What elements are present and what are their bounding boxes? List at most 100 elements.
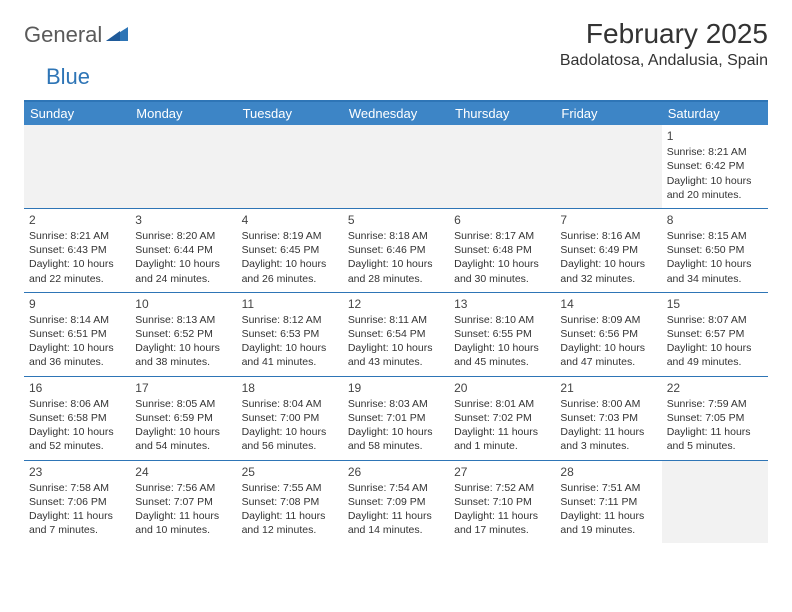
sunset-text: Sunset: 6:46 PM <box>348 243 444 257</box>
sunset-text: Sunset: 6:55 PM <box>454 327 550 341</box>
sunset-text: Sunset: 7:07 PM <box>135 495 231 509</box>
day-number: 8 <box>667 212 763 228</box>
calendar-day-cell: 14Sunrise: 8:09 AMSunset: 6:56 PMDayligh… <box>555 292 661 376</box>
sunrise-text: Sunrise: 8:06 AM <box>29 397 125 411</box>
sunrise-text: Sunrise: 8:12 AM <box>242 313 338 327</box>
sunrise-text: Sunrise: 8:13 AM <box>135 313 231 327</box>
calendar-week-row: 2Sunrise: 8:21 AMSunset: 6:43 PMDaylight… <box>24 208 768 292</box>
day-number: 5 <box>348 212 444 228</box>
weekday-header: Monday <box>130 102 236 125</box>
sunrise-text: Sunrise: 7:54 AM <box>348 481 444 495</box>
sunset-text: Sunset: 7:01 PM <box>348 411 444 425</box>
calendar-day-cell: 13Sunrise: 8:10 AMSunset: 6:55 PMDayligh… <box>449 292 555 376</box>
day-number: 2 <box>29 212 125 228</box>
sunset-text: Sunset: 6:52 PM <box>135 327 231 341</box>
day-number: 10 <box>135 296 231 312</box>
daylight-text: Daylight: 10 hours and 45 minutes. <box>454 341 550 369</box>
daylight-text: Daylight: 10 hours and 22 minutes. <box>29 257 125 285</box>
sunset-text: Sunset: 6:53 PM <box>242 327 338 341</box>
sunrise-text: Sunrise: 7:56 AM <box>135 481 231 495</box>
day-number: 20 <box>454 380 550 396</box>
page-header: General February 2025 Badolatosa, Andalu… <box>24 18 768 70</box>
calendar-day-cell: 11Sunrise: 8:12 AMSunset: 6:53 PMDayligh… <box>237 292 343 376</box>
sunset-text: Sunset: 6:44 PM <box>135 243 231 257</box>
sunset-text: Sunset: 6:48 PM <box>454 243 550 257</box>
sunset-text: Sunset: 7:02 PM <box>454 411 550 425</box>
calendar-day-cell: 6Sunrise: 8:17 AMSunset: 6:48 PMDaylight… <box>449 208 555 292</box>
calendar-week-row: 16Sunrise: 8:06 AMSunset: 6:58 PMDayligh… <box>24 376 768 460</box>
daylight-text: Daylight: 10 hours and 32 minutes. <box>560 257 656 285</box>
calendar-day-cell: 20Sunrise: 8:01 AMSunset: 7:02 PMDayligh… <box>449 376 555 460</box>
daylight-text: Daylight: 10 hours and 30 minutes. <box>454 257 550 285</box>
calendar-day-cell: 18Sunrise: 8:04 AMSunset: 7:00 PMDayligh… <box>237 376 343 460</box>
daylight-text: Daylight: 11 hours and 7 minutes. <box>29 509 125 537</box>
sunrise-text: Sunrise: 7:58 AM <box>29 481 125 495</box>
calendar-day-cell: 2Sunrise: 8:21 AMSunset: 6:43 PMDaylight… <box>24 208 130 292</box>
day-number: 1 <box>667 128 763 144</box>
calendar-empty-cell <box>555 125 661 208</box>
logo: General <box>24 22 130 48</box>
sunset-text: Sunset: 6:58 PM <box>29 411 125 425</box>
sunset-text: Sunset: 7:00 PM <box>242 411 338 425</box>
month-title: February 2025 <box>560 18 768 50</box>
sunrise-text: Sunrise: 8:21 AM <box>667 145 763 159</box>
weekday-header: Sunday <box>24 102 130 125</box>
daylight-text: Daylight: 10 hours and 26 minutes. <box>242 257 338 285</box>
day-number: 28 <box>560 464 656 480</box>
calendar-day-cell: 22Sunrise: 7:59 AMSunset: 7:05 PMDayligh… <box>662 376 768 460</box>
sunrise-text: Sunrise: 8:11 AM <box>348 313 444 327</box>
sunrise-text: Sunrise: 8:09 AM <box>560 313 656 327</box>
daylight-text: Daylight: 10 hours and 41 minutes. <box>242 341 338 369</box>
sunrise-text: Sunrise: 8:17 AM <box>454 229 550 243</box>
calendar-day-cell: 19Sunrise: 8:03 AMSunset: 7:01 PMDayligh… <box>343 376 449 460</box>
daylight-text: Daylight: 10 hours and 28 minutes. <box>348 257 444 285</box>
daylight-text: Daylight: 10 hours and 24 minutes. <box>135 257 231 285</box>
calendar-head: SundayMondayTuesdayWednesdayThursdayFrid… <box>24 102 768 125</box>
sunset-text: Sunset: 7:03 PM <box>560 411 656 425</box>
sunset-text: Sunset: 7:06 PM <box>29 495 125 509</box>
calendar-week-row: 23Sunrise: 7:58 AMSunset: 7:06 PMDayligh… <box>24 460 768 543</box>
day-number: 7 <box>560 212 656 228</box>
calendar-day-cell: 24Sunrise: 7:56 AMSunset: 7:07 PMDayligh… <box>130 460 236 543</box>
day-number: 26 <box>348 464 444 480</box>
calendar-day-cell: 21Sunrise: 8:00 AMSunset: 7:03 PMDayligh… <box>555 376 661 460</box>
sunset-text: Sunset: 7:09 PM <box>348 495 444 509</box>
sunrise-text: Sunrise: 8:19 AM <box>242 229 338 243</box>
day-number: 13 <box>454 296 550 312</box>
day-number: 11 <box>242 296 338 312</box>
sunset-text: Sunset: 6:50 PM <box>667 243 763 257</box>
logo-text-general: General <box>24 22 102 48</box>
sunrise-text: Sunrise: 7:51 AM <box>560 481 656 495</box>
day-number: 22 <box>667 380 763 396</box>
sunrise-text: Sunrise: 7:52 AM <box>454 481 550 495</box>
daylight-text: Daylight: 10 hours and 47 minutes. <box>560 341 656 369</box>
daylight-text: Daylight: 11 hours and 12 minutes. <box>242 509 338 537</box>
calendar-day-cell: 3Sunrise: 8:20 AMSunset: 6:44 PMDaylight… <box>130 208 236 292</box>
sunset-text: Sunset: 6:45 PM <box>242 243 338 257</box>
sunrise-text: Sunrise: 8:05 AM <box>135 397 231 411</box>
daylight-text: Daylight: 11 hours and 5 minutes. <box>667 425 763 453</box>
sunrise-text: Sunrise: 7:55 AM <box>242 481 338 495</box>
logo-triangle-icon <box>106 25 128 46</box>
weekday-header: Wednesday <box>343 102 449 125</box>
calendar-day-cell: 17Sunrise: 8:05 AMSunset: 6:59 PMDayligh… <box>130 376 236 460</box>
daylight-text: Daylight: 11 hours and 14 minutes. <box>348 509 444 537</box>
day-number: 23 <box>29 464 125 480</box>
day-number: 14 <box>560 296 656 312</box>
logo-text-blue: Blue <box>46 64 90 89</box>
calendar-empty-cell <box>130 125 236 208</box>
sunrise-text: Sunrise: 8:00 AM <box>560 397 656 411</box>
day-number: 18 <box>242 380 338 396</box>
daylight-text: Daylight: 10 hours and 56 minutes. <box>242 425 338 453</box>
daylight-text: Daylight: 10 hours and 36 minutes. <box>29 341 125 369</box>
weekday-header: Saturday <box>662 102 768 125</box>
calendar-day-cell: 27Sunrise: 7:52 AMSunset: 7:10 PMDayligh… <box>449 460 555 543</box>
sunrise-text: Sunrise: 8:18 AM <box>348 229 444 243</box>
title-block: February 2025 Badolatosa, Andalusia, Spa… <box>560 18 768 70</box>
calendar-empty-cell <box>662 460 768 543</box>
sunset-text: Sunset: 6:49 PM <box>560 243 656 257</box>
calendar-empty-cell <box>449 125 555 208</box>
daylight-text: Daylight: 10 hours and 54 minutes. <box>135 425 231 453</box>
sunrise-text: Sunrise: 8:03 AM <box>348 397 444 411</box>
calendar-day-cell: 25Sunrise: 7:55 AMSunset: 7:08 PMDayligh… <box>237 460 343 543</box>
